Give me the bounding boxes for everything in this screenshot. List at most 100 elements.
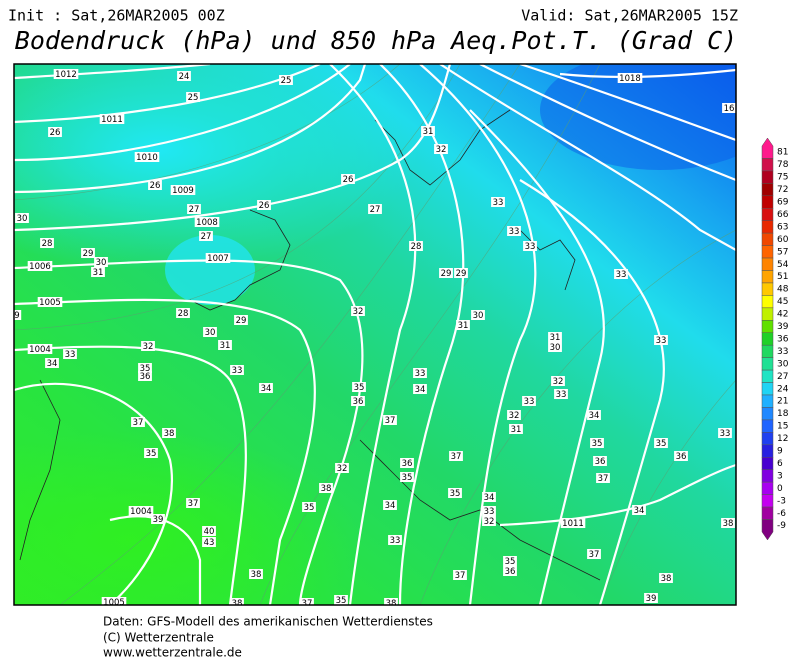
colorbar-cell — [761, 369, 774, 383]
temperature-label: 30 — [17, 214, 28, 224]
temperature-label: 33 — [232, 366, 243, 376]
temperature-label: 33 — [524, 397, 535, 407]
temperature-label: 35 — [592, 439, 603, 449]
temperature-label-box — [383, 500, 397, 510]
temperature-label-box — [548, 332, 562, 342]
temperature-label: 34 — [484, 493, 495, 503]
temperature-label-box — [434, 144, 448, 154]
temperature-label-box — [383, 415, 397, 425]
colorbar-label: 9 — [777, 447, 783, 457]
temperature-label: 34 — [47, 359, 58, 369]
footer-line: Daten: GFS-Modell des amerikanischen Wet… — [103, 615, 433, 629]
colorbar-cell — [761, 220, 774, 234]
temperature-label: 32 — [509, 411, 520, 421]
temperature-label: 36 — [505, 567, 516, 577]
temperature-label-box — [187, 204, 201, 214]
map-area: 1012 1011 1010 1009 1008 1007 1006 1005 1004 1004… — [14, 64, 736, 609]
colorbar-cell — [761, 382, 774, 396]
isobar-label-box — [37, 297, 63, 307]
colorbar-label: 66 — [777, 210, 789, 220]
colorbar-label: 24 — [777, 384, 789, 394]
isobar-label-box — [134, 152, 160, 162]
temperature-label-box — [230, 598, 244, 605]
colorbar-cell — [761, 419, 774, 433]
temperature-label-box — [554, 389, 568, 399]
temperature-label: 27 — [201, 232, 212, 242]
colorbar-cell — [761, 295, 774, 309]
temperature-label: 26 — [50, 128, 61, 138]
colorbar-label: 6 — [777, 459, 783, 469]
temperature-label: 28 — [42, 239, 53, 249]
temperature-label-box — [596, 473, 610, 483]
temperature-label: 30 — [96, 258, 107, 268]
temperature-label: 30 — [473, 311, 484, 321]
temperature-label: 38 — [251, 570, 262, 580]
colorbar-label: 12 — [777, 434, 788, 444]
colorbar-cell — [761, 282, 774, 296]
colorbar-label: 30 — [777, 359, 789, 369]
isobar-label-box — [53, 69, 79, 79]
contour-lines — [14, 64, 736, 605]
colorbar-cell — [761, 481, 774, 495]
temperature-label-box — [503, 566, 517, 576]
temperature-label: 43 — [204, 538, 215, 548]
temperature-label: 33 — [616, 270, 627, 280]
isobar-label-box — [99, 114, 125, 124]
colorbar-label: -6 — [777, 509, 786, 519]
temperature-label-box — [654, 335, 668, 345]
temperature-label-box — [259, 383, 273, 393]
isobar-label: 1007 — [207, 254, 229, 264]
temperature-label: 36 — [353, 397, 364, 407]
colorbar-cell — [761, 208, 774, 221]
temperature-label-box — [162, 428, 176, 438]
temperature-label: 33 — [65, 350, 76, 360]
temperature-label-box — [522, 396, 536, 406]
temperature-label: 31 — [423, 127, 434, 137]
temperature-label: 38 — [661, 574, 672, 584]
temperature-label: 35 — [140, 364, 151, 374]
temperature-label-box — [449, 451, 463, 461]
isobar-label-box — [170, 185, 196, 195]
temperature-label: 31 — [93, 268, 104, 278]
map-title: Bodendruck (hPa) und 850 hPa Aeq.Pot.T. … — [15, 26, 737, 55]
colorbar-cell — [761, 307, 774, 321]
temperature-label-box — [218, 340, 232, 350]
temperature-label-box — [507, 226, 521, 236]
temperature-label: 29 — [456, 269, 467, 279]
temperature-label-box — [230, 365, 244, 375]
colorbar-label: 15 — [777, 422, 788, 432]
footer-line: (C) Wetterzentrale — [103, 631, 214, 645]
temperature-label-box — [176, 308, 190, 318]
temperature-label-box — [471, 310, 485, 320]
temperature-label-box — [148, 180, 162, 190]
temperature-label: 37 — [188, 499, 199, 509]
temperature-label-box — [94, 257, 108, 267]
isobar-label: 1005 — [103, 598, 125, 608]
colorbar-cell — [761, 270, 774, 284]
temperature-label-box — [507, 410, 521, 420]
footer-line: www.wetterzentrale.de — [103, 646, 242, 659]
colorbar-label: 51 — [777, 272, 788, 282]
colorbar-label: 78 — [777, 160, 789, 170]
temperature-label-box — [341, 174, 355, 184]
colorbar-cell — [761, 506, 774, 520]
temperature-label: 31 — [511, 425, 522, 435]
temperature-label-box — [203, 327, 217, 337]
temperature-label: 37 — [589, 550, 600, 560]
temperature-label: 27 — [370, 205, 381, 215]
temperature-label: 37 — [133, 418, 144, 428]
isobar-label-box — [128, 506, 154, 516]
colorbar-cell — [761, 158, 774, 172]
colorbar-label: 48 — [777, 285, 789, 295]
temperature-label: 37 — [598, 474, 609, 484]
temperature-label-box — [454, 268, 468, 278]
temperature-label-box — [523, 241, 537, 251]
colorbar-label: -9 — [777, 521, 786, 531]
colorbar: 8178757269666360575451484542393633302724… — [761, 137, 789, 541]
temperature-label: 38 — [386, 599, 397, 609]
temperature-label: 28 — [178, 309, 189, 319]
temperature-label: 39 — [153, 515, 164, 525]
temperature-label-box — [654, 438, 668, 448]
temperature-label-box — [413, 384, 427, 394]
colorbar-label: 42 — [777, 310, 788, 320]
